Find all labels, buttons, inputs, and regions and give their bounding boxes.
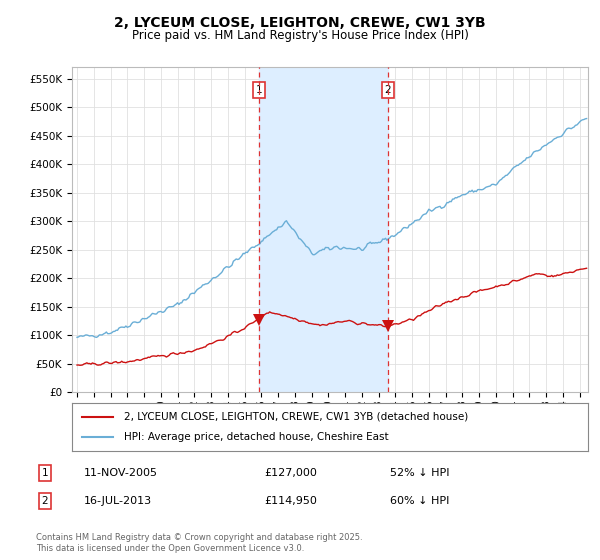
Text: Contains HM Land Registry data © Crown copyright and database right 2025.
This d: Contains HM Land Registry data © Crown c… <box>36 533 362 553</box>
Text: 1: 1 <box>41 468 49 478</box>
Text: 1: 1 <box>256 85 263 95</box>
Text: HPI: Average price, detached house, Cheshire East: HPI: Average price, detached house, Ches… <box>124 432 388 442</box>
Text: 2: 2 <box>385 85 391 95</box>
Text: 60% ↓ HPI: 60% ↓ HPI <box>390 496 449 506</box>
Text: Price paid vs. HM Land Registry's House Price Index (HPI): Price paid vs. HM Land Registry's House … <box>131 29 469 42</box>
Text: 11-NOV-2005: 11-NOV-2005 <box>84 468 158 478</box>
Text: 52% ↓ HPI: 52% ↓ HPI <box>390 468 449 478</box>
Bar <box>259 67 388 392</box>
Text: 2, LYCEUM CLOSE, LEIGHTON, CREWE, CW1 3YB: 2, LYCEUM CLOSE, LEIGHTON, CREWE, CW1 3Y… <box>114 16 486 30</box>
Text: 2, LYCEUM CLOSE, LEIGHTON, CREWE, CW1 3YB (detached house): 2, LYCEUM CLOSE, LEIGHTON, CREWE, CW1 3Y… <box>124 412 468 422</box>
Text: £127,000: £127,000 <box>264 468 317 478</box>
Text: £114,950: £114,950 <box>264 496 317 506</box>
Text: 2: 2 <box>41 496 49 506</box>
Text: 16-JUL-2013: 16-JUL-2013 <box>84 496 152 506</box>
